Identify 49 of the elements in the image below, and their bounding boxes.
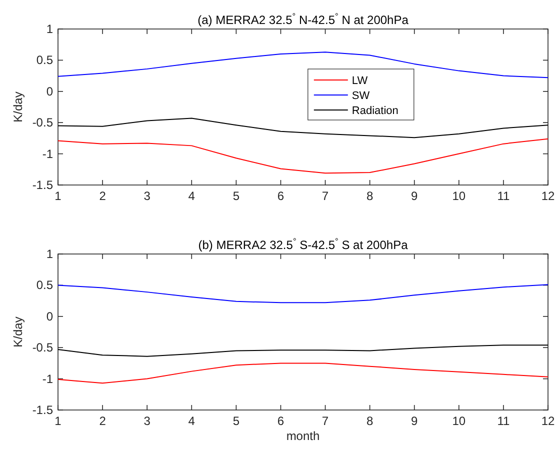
x-tick-label: 5 bbox=[232, 189, 240, 203]
line-series bbox=[58, 284, 548, 304]
y-tick-label: -0.5 bbox=[32, 340, 54, 355]
x-tick-label: 8 bbox=[366, 414, 374, 428]
x-tick-label: 1 bbox=[54, 414, 62, 428]
x-tick-label: 8 bbox=[366, 189, 374, 203]
x-tick-label: 4 bbox=[188, 189, 196, 203]
x-tick-label: 9 bbox=[411, 189, 418, 203]
x-tick-label: 2 bbox=[99, 189, 106, 203]
y-tick-label: 0.5 bbox=[36, 278, 54, 292]
x-tick-label: 9 bbox=[411, 414, 418, 428]
x-tick-label: 4 bbox=[188, 414, 196, 428]
y-tick-label: 1 bbox=[46, 247, 54, 261]
y-tick-label: 0.5 bbox=[36, 53, 54, 68]
y-tick-label: -1.5 bbox=[32, 403, 54, 417]
x-tick-label: 5 bbox=[232, 414, 240, 428]
x-tick-label: 3 bbox=[144, 414, 151, 428]
x-tick-label: 10 bbox=[452, 189, 466, 203]
x-axis-title: month bbox=[286, 429, 320, 443]
legend-label: SW bbox=[352, 90, 370, 102]
chart-title: (a) MERRA2 32.5$^{°}$ N-42.5$^{°}$ N at 200hPa bbox=[198, 11, 409, 27]
x-tick-label: 12 bbox=[541, 189, 555, 203]
x-tick-label: 3 bbox=[144, 189, 151, 203]
x-tick-label: 2 bbox=[99, 414, 106, 428]
legend-label: LW bbox=[352, 75, 368, 87]
chart-title: (b) MERRA2 32.5$^{°}$ S-42.5$^{°}$ S at 200hPa bbox=[198, 236, 408, 252]
line-series bbox=[58, 118, 548, 138]
x-tick-label: 11 bbox=[497, 189, 510, 203]
line-series bbox=[58, 362, 548, 384]
y-tick-label: -1.5 bbox=[32, 178, 54, 192]
x-tick-label: 7 bbox=[322, 414, 329, 428]
y-tick-label: 1 bbox=[46, 22, 54, 36]
y-axis-title: K/day bbox=[11, 92, 25, 122]
x-tick-label: 1 bbox=[54, 189, 62, 203]
x-tick-label: 6 bbox=[277, 189, 284, 203]
line-series bbox=[58, 138, 548, 174]
x-tick-label: 7 bbox=[322, 189, 329, 203]
y-tick-label: 0 bbox=[46, 84, 54, 98]
x-tick-label: 12 bbox=[541, 414, 555, 428]
y-tick-label: -1 bbox=[42, 372, 54, 386]
legend-label: Radiation bbox=[352, 105, 398, 117]
y-tick-label: -1 bbox=[42, 146, 54, 161]
x-tick-label: 10 bbox=[452, 414, 466, 428]
y-tick-label: -0.5 bbox=[32, 116, 54, 130]
line-series bbox=[58, 344, 548, 357]
x-tick-label: 6 bbox=[277, 414, 284, 428]
y-tick-label: 0 bbox=[46, 309, 54, 324]
x-tick-label: 11 bbox=[497, 414, 510, 428]
y-axis-title: K/day bbox=[11, 316, 25, 348]
